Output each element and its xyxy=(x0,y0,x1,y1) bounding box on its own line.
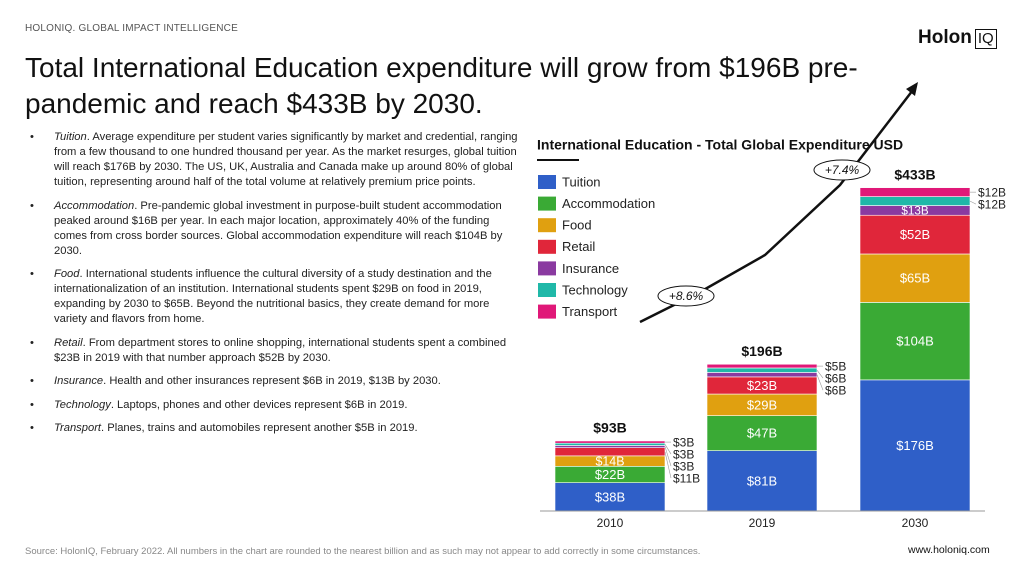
data-label: $12B xyxy=(978,197,1006,211)
data-label: $81B xyxy=(747,473,777,488)
bar-segment xyxy=(554,445,666,448)
bar-segment xyxy=(554,442,666,446)
legend-label: Accommodation xyxy=(562,196,655,211)
bar-segment xyxy=(859,214,971,255)
data-label: $12B xyxy=(978,185,1006,199)
bullet: Insurance. Health and other insurances r… xyxy=(30,374,524,389)
x-tick-label: 2030 xyxy=(902,516,929,530)
bar-segment xyxy=(859,379,971,512)
legend-swatch xyxy=(538,218,556,233)
total-label: $433B xyxy=(894,166,935,182)
bullet-text: . From department stores to online shopp… xyxy=(54,336,507,364)
bar-segment xyxy=(859,253,971,303)
bullet-text: . Health and other insurances represent … xyxy=(103,375,441,387)
bullet-text: . Laptops, phones and other devices repr… xyxy=(110,398,408,411)
website: www.holoniq.com xyxy=(908,544,990,556)
leader-line xyxy=(664,451,672,479)
bar-segment xyxy=(706,415,818,451)
legend-swatch xyxy=(538,175,556,189)
data-label: $3B xyxy=(673,447,694,461)
bullet-text: . Average expenditure per student varies… xyxy=(54,131,518,188)
bullet-term: Tuition xyxy=(54,131,87,143)
data-label: $6B xyxy=(825,383,846,397)
data-label: $47B xyxy=(747,426,777,441)
annotation-bubble xyxy=(813,159,871,181)
bar-segment xyxy=(706,363,818,369)
legend-label: Tuition xyxy=(562,174,601,189)
legend-swatch xyxy=(538,261,556,276)
bullet: Retail. From department stores to online… xyxy=(30,336,524,366)
data-label: $11B xyxy=(673,471,700,485)
bullet-term: Transport xyxy=(54,422,102,434)
bullet: Tuition. Average expenditure per student… xyxy=(30,130,524,190)
data-label: $3B xyxy=(673,459,694,473)
leader-line xyxy=(816,370,824,379)
total-label: $196B xyxy=(741,343,782,359)
bullet: Food. International students influence t… xyxy=(30,267,524,327)
legend-label: Food xyxy=(562,218,592,233)
legend-swatch xyxy=(538,239,556,254)
bullet-term: Insurance xyxy=(54,375,104,387)
source-note: Source: HolonIQ, February 2022. All numb… xyxy=(25,546,701,557)
arrow-head xyxy=(906,82,918,96)
growth-arrow: +8.6% +7.4% xyxy=(639,82,918,324)
bullet: Transport. Planes, trains and automobile… xyxy=(30,421,524,436)
legend-label: Transport xyxy=(562,304,618,319)
bar-segment xyxy=(554,440,666,444)
annotation: +7.4% xyxy=(825,163,860,177)
logo-box: IQ xyxy=(974,29,997,49)
bar-segment xyxy=(706,372,818,378)
data-label: $3B xyxy=(673,435,694,449)
bullet-list: Tuition. Average expenditure per student… xyxy=(30,130,524,445)
data-label: $22B xyxy=(595,467,625,482)
bullet-term: Accommodation xyxy=(54,199,135,212)
bar-segment xyxy=(859,187,971,197)
bullet-term: Food xyxy=(54,268,80,280)
data-label: $29B xyxy=(747,397,777,412)
kicker: HOLONIQ. GLOBAL IMPACT INTELLIGENCE xyxy=(25,23,238,34)
legend-swatch xyxy=(538,196,556,211)
bullet-text: . International students influence the c… xyxy=(54,268,492,325)
bar-segment xyxy=(706,367,818,373)
bar-segment xyxy=(554,482,666,512)
data-label: $38B xyxy=(595,489,625,504)
leader-line xyxy=(664,444,672,455)
bullet-term: Retail xyxy=(54,336,83,349)
x-tick-label: 2010 xyxy=(597,516,624,530)
data-label: $14B xyxy=(595,454,624,468)
bullet-text: . Pre-pandemic global investment in purp… xyxy=(54,199,503,257)
data-label: $13B xyxy=(901,204,928,217)
bullet: Accommodation. Pre-pandemic global inves… xyxy=(30,199,524,259)
data-label: $104B xyxy=(896,334,934,349)
chart-title: International Education - Total Global E… xyxy=(537,137,903,153)
total-label: $93B xyxy=(593,420,626,436)
legend-swatch xyxy=(538,304,556,319)
leader-line xyxy=(816,374,824,391)
data-label: $5B xyxy=(825,359,846,373)
data-label: $6B xyxy=(825,371,846,385)
logo: Holon IQ xyxy=(918,27,997,49)
x-tick-label: 2019 xyxy=(749,516,776,530)
data-label: $52B xyxy=(900,227,930,242)
legend-label: Retail xyxy=(562,239,595,254)
bullet-text: . Planes, trains and automobiles represe… xyxy=(101,422,418,434)
bullet: Technology. Laptops, phones and other de… xyxy=(30,398,524,413)
bar-segment xyxy=(706,450,818,512)
data-label: $65B xyxy=(900,271,930,286)
annotation-bubble xyxy=(657,285,715,307)
leader-line xyxy=(664,446,672,467)
bullet-term: Technology xyxy=(54,398,111,411)
logo-main: Holon xyxy=(918,27,972,48)
data-label: $23B xyxy=(747,378,777,393)
legend-label: Insurance xyxy=(562,261,619,276)
slide-title: Total International Education expenditur… xyxy=(25,52,858,119)
data-label: $176B xyxy=(896,438,934,453)
bar-segment xyxy=(859,302,971,381)
leader-line xyxy=(969,200,977,205)
legend-label: Technology xyxy=(562,282,628,297)
legend-swatch xyxy=(538,283,556,297)
annotation: +8.6% xyxy=(669,289,704,303)
